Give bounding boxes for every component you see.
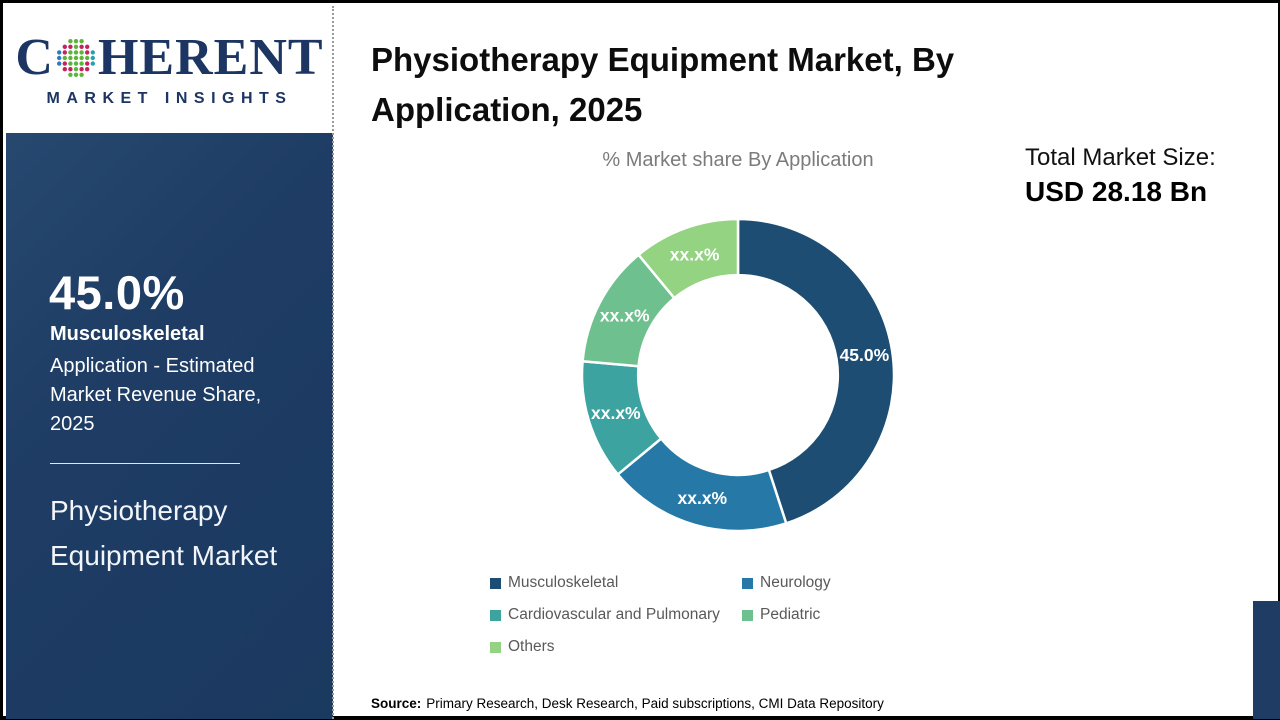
legend-swatch-icon (490, 577, 501, 589)
source-text: Primary Research, Desk Research, Paid su… (426, 696, 884, 711)
page-title: Physiotherapy Equipment Market, By Appli… (371, 41, 955, 128)
legend-item-others: Others (490, 638, 742, 656)
legend-swatch-icon (742, 609, 753, 621)
corner-accent-bar (1253, 601, 1280, 719)
legend-swatch-icon (742, 577, 753, 589)
chart-subtitle: % Market share By Application (602, 149, 874, 171)
legend-item-pediatric: Pediatric (742, 606, 962, 624)
legend-label: Pediatric (760, 606, 821, 623)
donut-label: 45.0% (840, 345, 890, 365)
legend-swatch-icon (490, 609, 501, 621)
legend-label: Musculoskeletal (508, 574, 619, 591)
donut-label: xx.x% (591, 403, 641, 423)
total-market-size-value: USD 28.18 Bn (1025, 176, 1208, 207)
sidebar: 45.0% Musculoskeletal Application - Esti… (6, 133, 333, 719)
chart-legend: Musculoskeletal Neurology Cardiovascular a… (490, 574, 962, 656)
legend-item-musculoskeletal: Musculoskeletal (490, 574, 742, 592)
source-line: Source: Primary Research, Desk Research, … (371, 696, 884, 711)
legend-label: Cardiovascular and Pulmonary (508, 606, 720, 623)
donut-segment-musculoskeletal (736, 217, 896, 525)
sidebar-divider (50, 463, 240, 464)
sidebar-stat-description: Application - Estimated Market Revenue S… (50, 355, 262, 435)
logo-text-c: C (15, 28, 54, 86)
legend-swatch-icon (490, 641, 501, 653)
donut-segment-others (637, 217, 740, 300)
donut-chart: 45.0% xx.x% xx.x% xx.x% xx.x% (573, 210, 903, 540)
logo-globe-icon (56, 38, 95, 77)
sidebar-stat-value: 45.0% (49, 266, 185, 319)
donut-label: xx.x% (600, 306, 650, 326)
legend-label: Neurology (760, 574, 831, 591)
company-logo: C HERENT MARKET INSIGHTS (6, 6, 333, 133)
total-market-size-label: Total Market Size: (1025, 144, 1216, 171)
sidebar-report-title: Physiotherapy Equipment Market (50, 495, 278, 571)
source-label: Source: (371, 696, 422, 711)
legend-item-cardiovascular-and-pulmonary: Cardiovascular and Pulmonary (490, 606, 742, 624)
logo-subtext: MARKET INSIGHTS (46, 89, 293, 107)
donut-label: xx.x% (677, 488, 727, 508)
sidebar-stat-segment: Musculoskeletal (50, 323, 205, 345)
logo-text-rest: HERENT (97, 28, 324, 86)
vertical-dotted-separator (332, 6, 334, 719)
legend-label: Others (508, 638, 555, 655)
donut-label: xx.x% (670, 245, 720, 265)
total-market-size-block: Total Market Size: USD 28.18 Bn (1025, 144, 1265, 208)
legend-item-neurology: Neurology (742, 574, 962, 592)
